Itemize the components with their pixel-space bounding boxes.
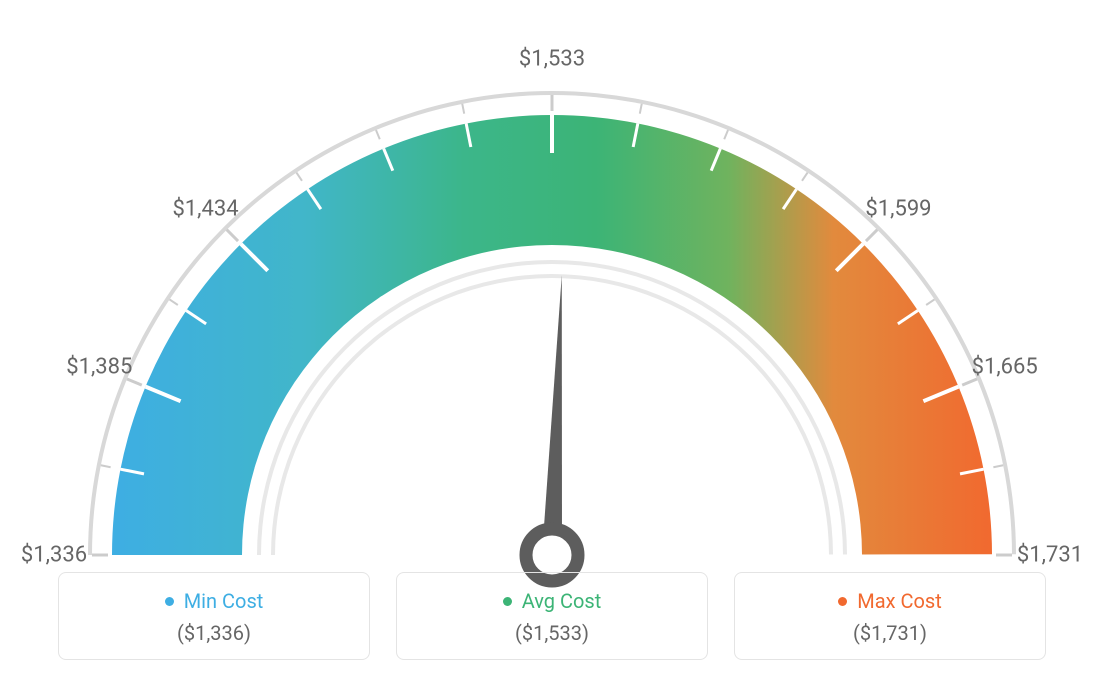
gauge-tick-label: $1,336 bbox=[21, 543, 87, 568]
dot-icon bbox=[503, 597, 512, 606]
gauge-chart bbox=[0, 0, 1104, 600]
avg-cost-value: ($1,533) bbox=[515, 621, 589, 645]
dot-icon bbox=[165, 597, 174, 606]
gauge-tick-label: $1,731 bbox=[1017, 543, 1083, 568]
avg-cost-card: Avg Cost ($1,533) bbox=[396, 572, 708, 660]
avg-cost-label: Avg Cost bbox=[503, 589, 602, 613]
gauge-tick-label: $1,599 bbox=[865, 196, 931, 221]
gauge-tick-label: $1,665 bbox=[972, 355, 1038, 380]
gauge-tick-label: $1,434 bbox=[172, 196, 238, 221]
max-cost-card: Max Cost ($1,731) bbox=[734, 572, 1046, 660]
chart-container: $1,336 $1,385 $1,434 $1,533 $1,599 $1,665 $1,7… bbox=[0, 0, 1104, 690]
summary-cards: Min Cost ($1,336) Avg Cost ($1,533) Max … bbox=[58, 572, 1046, 660]
max-cost-label-text: Max Cost bbox=[857, 589, 942, 613]
min-cost-value: ($1,336) bbox=[177, 621, 251, 645]
gauge-tick-label: $1,533 bbox=[519, 47, 585, 72]
min-cost-label-text: Min Cost bbox=[184, 589, 264, 613]
min-cost-card: Min Cost ($1,336) bbox=[58, 572, 370, 660]
min-cost-label: Min Cost bbox=[165, 589, 264, 613]
gauge-tick-label: $1,385 bbox=[66, 355, 132, 380]
max-cost-label: Max Cost bbox=[838, 589, 942, 613]
avg-cost-label-text: Avg Cost bbox=[522, 589, 602, 613]
dot-icon bbox=[838, 597, 847, 606]
max-cost-value: ($1,731) bbox=[853, 621, 927, 645]
